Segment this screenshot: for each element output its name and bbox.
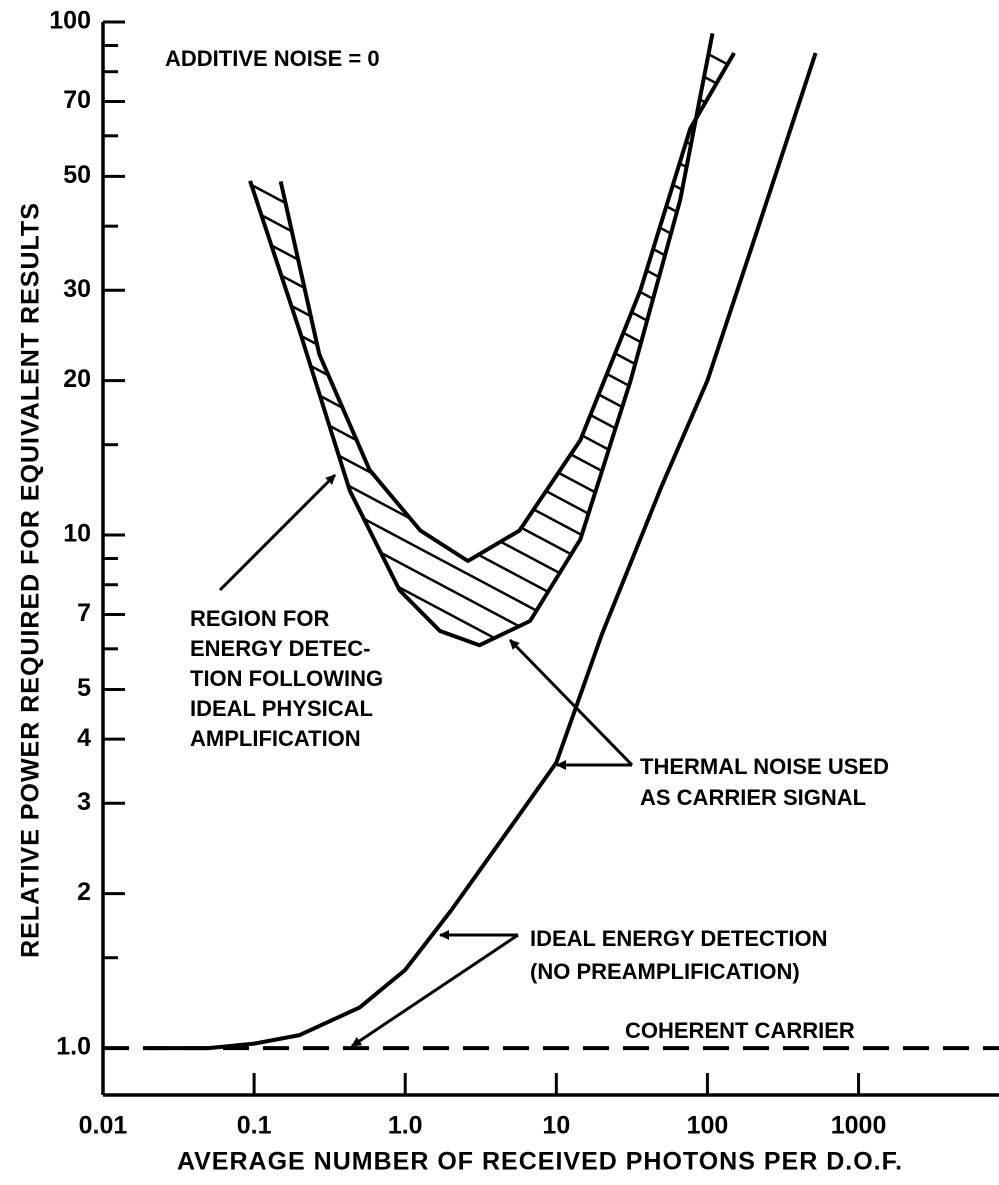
y-tick-label: 2 — [77, 878, 91, 906]
series-line — [248, 33, 715, 648]
annotation: AMPLIFICATION — [190, 726, 361, 751]
y-tick-label: 5 — [77, 674, 91, 702]
arrow — [508, 638, 634, 767]
annotation: IDEAL PHYSICAL — [190, 696, 373, 721]
annotation: IDEAL ENERGY DETECTION — [530, 926, 827, 951]
y-tick-label: 7 — [77, 599, 91, 627]
x-tick-label: 0.01 — [79, 1112, 128, 1140]
series-line — [278, 51, 736, 563]
annotation: REGION FOR — [190, 606, 329, 631]
y-tick-label: 70 — [63, 86, 91, 114]
y-tick-label: 10 — [63, 520, 91, 548]
series-line — [148, 52, 818, 1051]
annotation: ENERGY DETEC- — [190, 636, 371, 661]
annotation: ADDITIVE NOISE = 0 — [165, 46, 380, 71]
x-tick-label: 100 — [687, 1112, 729, 1140]
y-tick-label: 50 — [63, 161, 91, 189]
y-axis-title: RELATIVE POWER REQUIRED FOR EQUIVALENT R… — [17, 202, 45, 958]
annotation: AS CARRIER SIGNAL — [640, 785, 866, 810]
annotation: COHERENT CARRIER — [625, 1018, 855, 1043]
annotation: (NO PREAMPLIFICATION) — [530, 959, 800, 984]
x-tick-label: 1000 — [831, 1112, 887, 1140]
arrow — [351, 933, 519, 1048]
annotation: THERMAL NOISE USED — [640, 754, 889, 779]
x-tick-label: 10 — [542, 1112, 570, 1140]
y-tick-label: 1.0 — [56, 1033, 91, 1061]
arrows — [218, 473, 634, 1048]
y-tick-label: 4 — [77, 724, 91, 752]
arrow — [218, 473, 337, 592]
x-axis-title: AVERAGE NUMBER OF RECEIVED PHOTONS PER D… — [177, 1148, 903, 1176]
y-tick-label: 30 — [63, 275, 91, 303]
x-tick-label: 1.0 — [388, 1112, 423, 1140]
x-tick-label: 0.1 — [237, 1112, 272, 1140]
y-tick-label: 3 — [77, 788, 91, 816]
region-fill — [250, 33, 735, 646]
annotation: TION FOLLOWING — [190, 666, 383, 691]
y-tick-label: 100 — [49, 7, 91, 35]
plot-area — [103, 33, 999, 1051]
y-tick-label: 20 — [63, 365, 91, 393]
